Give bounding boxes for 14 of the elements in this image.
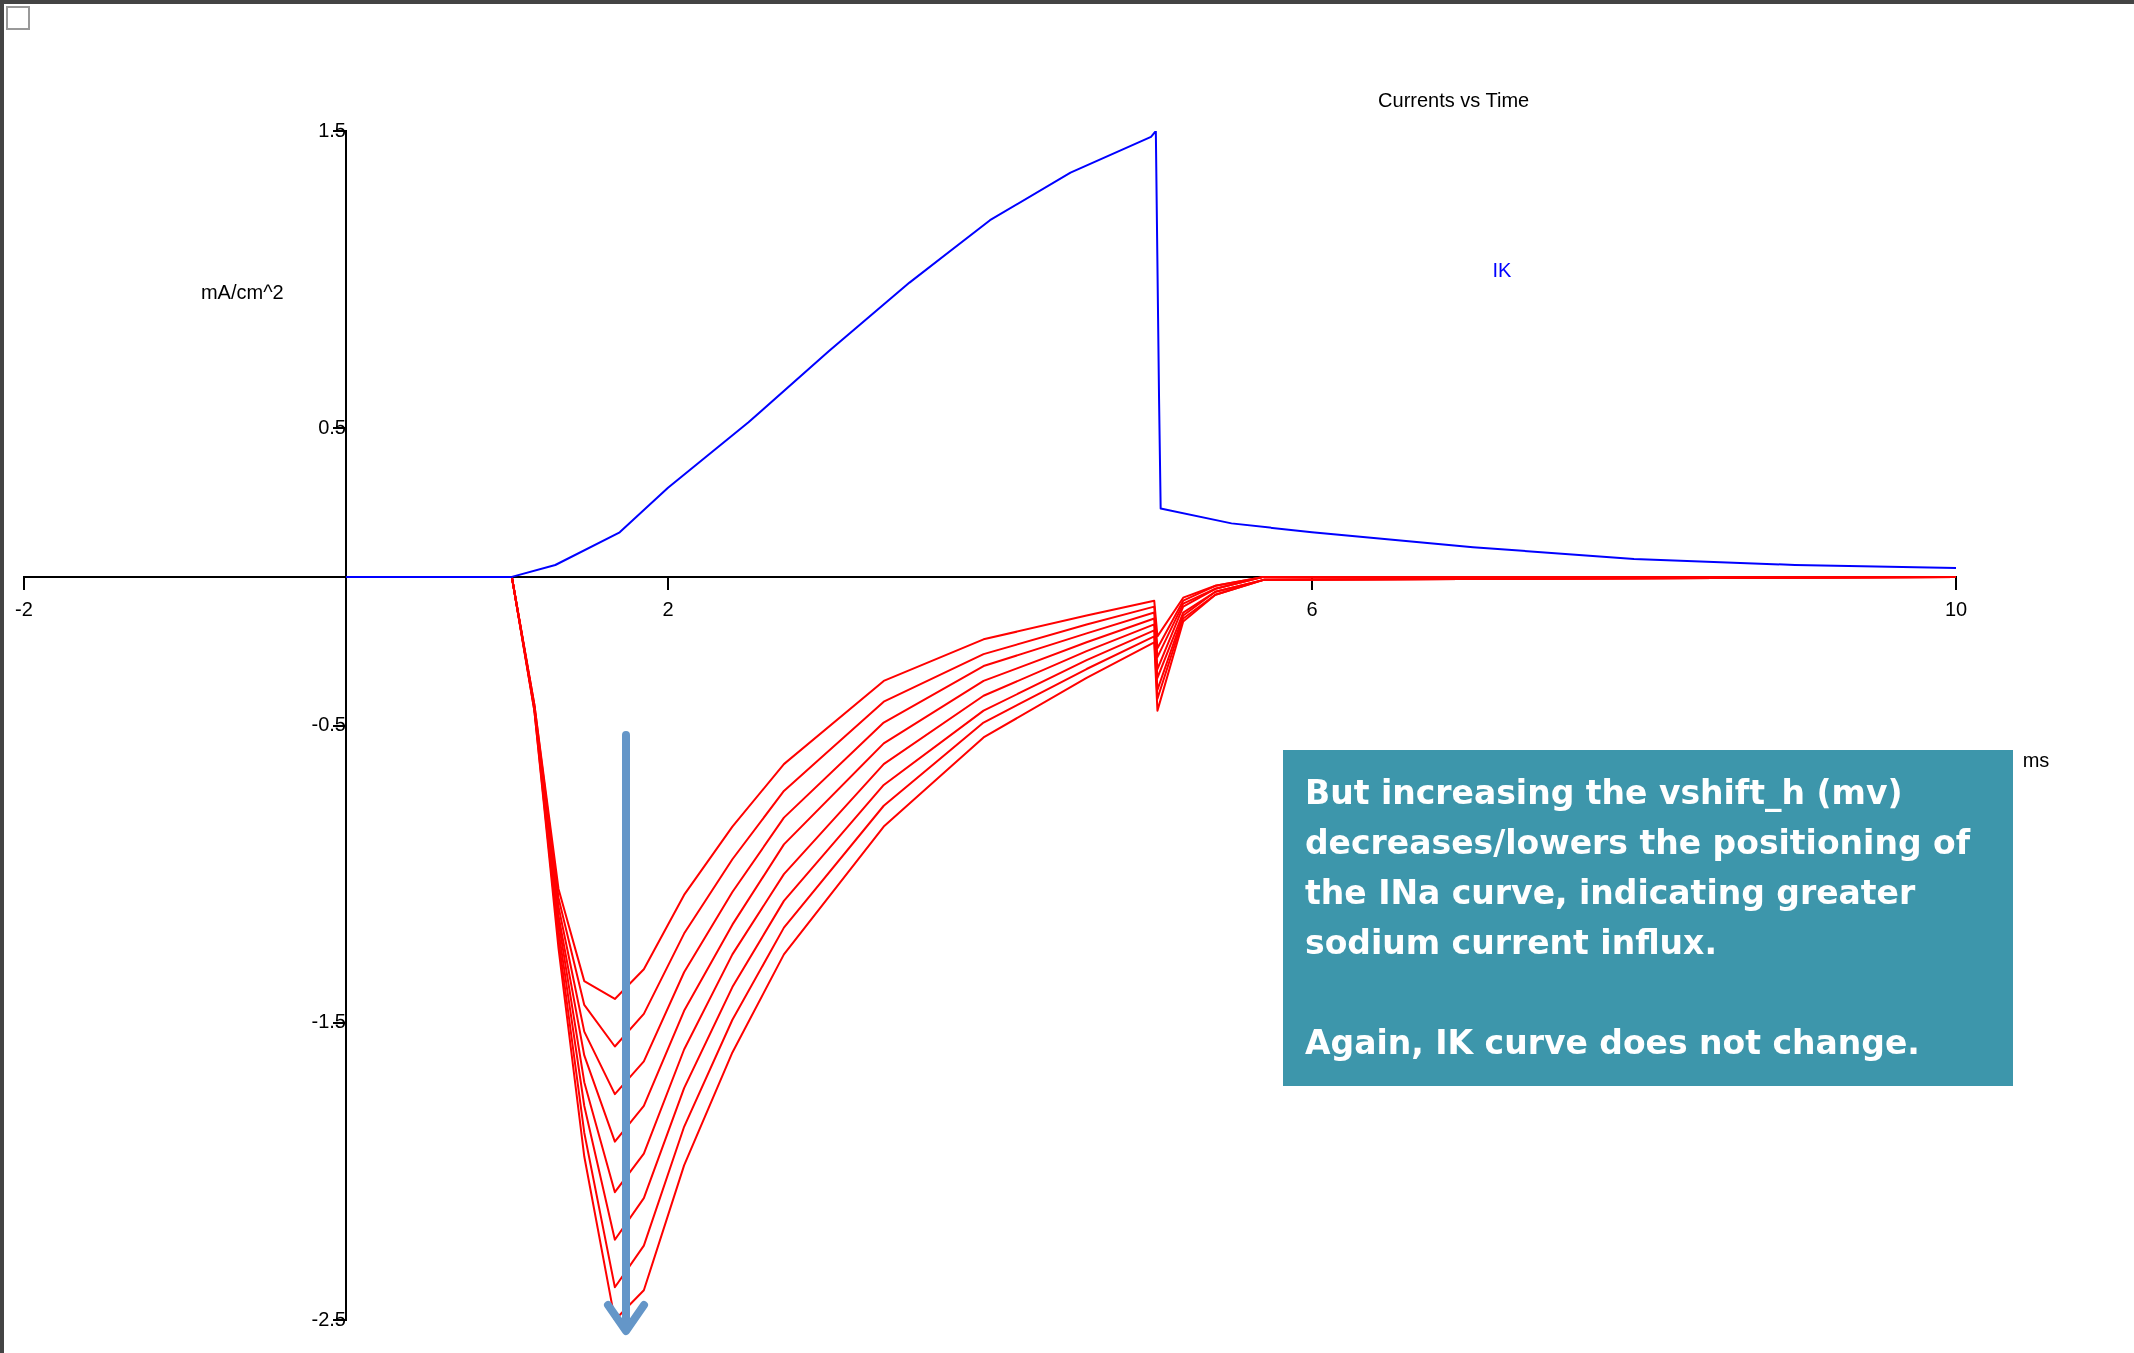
chart-title: Currents vs Time <box>1378 88 1530 111</box>
text: IK <box>1492 258 1513 281</box>
x-tick-label: 10 <box>1944 598 1968 621</box>
text: But increasing the vshift_h (mv) decreases/lowers the positioning of the INa curve, indicating greater sodium current influx. Again, IK curve does not change. <box>1305 773 1971 1062</box>
y-tick-label: 0.5 <box>318 415 346 438</box>
x-tick-label: -2 <box>15 598 33 621</box>
y-axis-title: mA/cm^2 <box>200 281 284 304</box>
x-axis-title: ms <box>2022 749 2050 772</box>
y-tick-label: 1.5 <box>318 118 346 141</box>
y-tick-label: -2.5 <box>311 1307 346 1330</box>
x-tick-label: 2 <box>662 598 674 621</box>
x-tick-label: 6 <box>1306 598 1318 621</box>
y-tick-label: -1.5 <box>311 1010 346 1033</box>
y-tick-label: -0.5 <box>311 713 346 736</box>
